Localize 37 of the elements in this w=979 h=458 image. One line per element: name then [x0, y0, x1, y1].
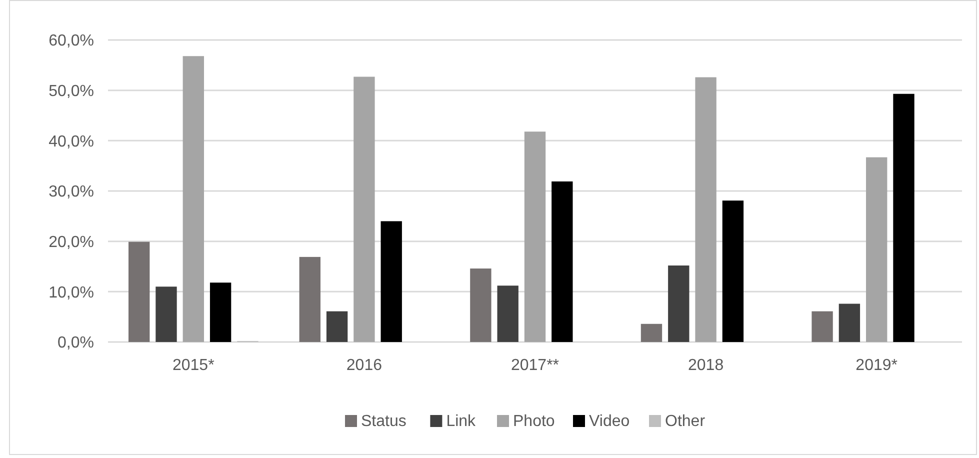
legend-label: Video [589, 413, 630, 430]
bar [354, 76, 375, 342]
bar [210, 282, 232, 342]
legend-label: Link [446, 413, 477, 430]
y-tick-label: 10,0% [48, 284, 94, 302]
bar [640, 324, 662, 342]
legend-label: Status [361, 413, 406, 430]
bar [156, 286, 177, 342]
bar [299, 256, 320, 342]
y-tick-label: 60,0% [48, 32, 94, 50]
y-tick-label: 30,0% [48, 184, 94, 201]
bar [524, 132, 546, 342]
bar [838, 304, 860, 342]
x-tick-label: 2019* [856, 357, 898, 374]
bar [182, 56, 204, 342]
legend-label: Photo [513, 413, 555, 430]
bar [866, 157, 888, 342]
y-tick-label: 50,0% [48, 82, 94, 100]
x-tick-label: 2015* [172, 357, 214, 374]
bar [893, 94, 914, 342]
bar [552, 181, 573, 342]
bar [128, 242, 150, 342]
x-tick-label: 2017** [510, 357, 560, 374]
x-tick-label: 2018 [688, 357, 724, 374]
bar [722, 200, 744, 342]
y-tick-label: 20,0% [48, 234, 94, 251]
bar [695, 77, 716, 342]
y-tick-label: 40,0% [48, 133, 94, 150]
bar [497, 286, 518, 342]
bar [326, 311, 348, 342]
bar [470, 268, 492, 342]
bar [668, 265, 690, 342]
bar [812, 311, 833, 342]
legend-label: Other [665, 413, 706, 430]
x-tick-label: 2016 [346, 357, 382, 374]
bar [380, 221, 402, 342]
y-tick-label: 0,0% [58, 334, 94, 352]
